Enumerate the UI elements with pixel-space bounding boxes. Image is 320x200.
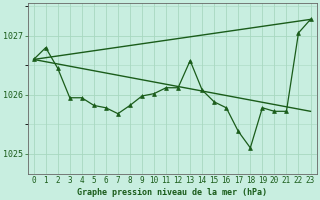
X-axis label: Graphe pression niveau de la mer (hPa): Graphe pression niveau de la mer (hPa) bbox=[77, 188, 267, 197]
